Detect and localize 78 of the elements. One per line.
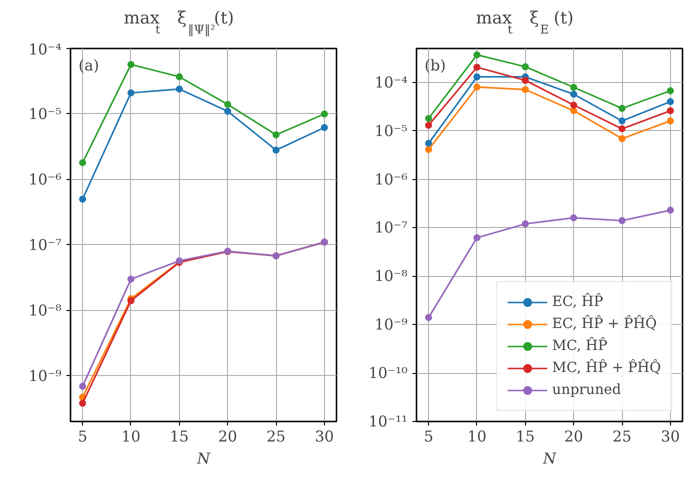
point	[570, 90, 578, 98]
point	[224, 100, 232, 108]
point	[79, 382, 86, 390]
point	[176, 86, 183, 93]
point	[666, 98, 674, 106]
x-tick-label: 30	[660, 428, 680, 446]
y-tick-label: 10⁻⁸	[374, 267, 408, 286]
point	[666, 206, 674, 214]
y-tick-label: 10⁻⁷	[374, 218, 408, 237]
point	[320, 110, 328, 118]
point	[618, 135, 626, 142]
y-tick-label: 10⁻¹¹	[368, 412, 408, 430]
y-tick-label: 10⁻⁷	[28, 236, 62, 254]
legend-label: MC, ĤP̂ + P̂ĤQ̂	[552, 360, 661, 376]
point	[176, 73, 183, 80]
point	[618, 217, 626, 224]
x-tick-label: 15	[170, 428, 189, 446]
y-tick-label: 10⁻⁵	[374, 122, 408, 140]
x-tick-label: 10	[467, 428, 487, 446]
x-tick-label: 20	[218, 428, 238, 446]
point	[425, 140, 432, 147]
y-tick-label: 10⁻⁴	[374, 73, 408, 92]
x-axis-title: N	[542, 450, 557, 468]
point	[666, 117, 674, 124]
legend-label: EC, ĤP̂ + P̂ĤQ̂	[552, 316, 657, 332]
x-tick-label: 5	[424, 428, 434, 446]
point	[425, 122, 432, 129]
point	[127, 60, 134, 68]
x-tick-label: 5	[78, 428, 88, 446]
x-axis-title: N	[196, 450, 211, 468]
legend-label: EC, ĤP̂	[552, 294, 604, 310]
y-tick-label: 10⁻⁸	[28, 301, 62, 320]
point	[522, 86, 529, 94]
point	[127, 276, 134, 283]
point	[522, 76, 529, 84]
point	[79, 400, 86, 407]
legend-label: MC, ĤP̂	[552, 338, 608, 354]
y-tick-label: 10⁻⁶	[28, 170, 62, 188]
x-tick-label: 25	[266, 428, 286, 446]
point	[618, 117, 626, 124]
annotation: (b)	[424, 56, 446, 74]
y-tick-label: 10⁻⁶	[374, 170, 408, 188]
x-tick-label: 20	[564, 428, 584, 446]
point	[522, 63, 529, 70]
annotation: (a)	[78, 56, 100, 74]
point	[570, 102, 578, 109]
point	[127, 89, 134, 96]
point	[570, 214, 578, 222]
point	[473, 234, 480, 242]
point	[618, 104, 626, 112]
x-tick-label: 15	[516, 428, 535, 446]
point	[666, 107, 674, 114]
y-tick-label: 10⁻⁹	[28, 366, 62, 385]
y-tick-label: 10⁻⁴	[28, 40, 62, 58]
x-tick-label: 10	[121, 428, 141, 446]
point	[272, 131, 280, 138]
point	[272, 146, 280, 154]
point	[473, 51, 480, 58]
point	[224, 108, 232, 115]
point	[618, 125, 626, 132]
point	[425, 314, 432, 322]
y-tick-label: 10⁻⁵	[28, 104, 62, 123]
x-tick-label: 30	[314, 428, 334, 446]
point	[473, 73, 480, 80]
point	[79, 196, 86, 203]
point	[473, 64, 480, 71]
point	[522, 220, 529, 228]
point	[425, 114, 432, 122]
point	[79, 159, 86, 166]
legend-label: unpruned	[552, 382, 622, 398]
point	[425, 146, 432, 154]
point	[473, 84, 480, 91]
point	[320, 124, 328, 132]
y-tick-label: 10⁻¹⁰	[368, 364, 408, 382]
point	[666, 87, 674, 94]
point	[570, 84, 578, 91]
x-tick-label: 25	[612, 428, 632, 446]
y-tick-label: 10⁻⁹	[374, 316, 408, 334]
